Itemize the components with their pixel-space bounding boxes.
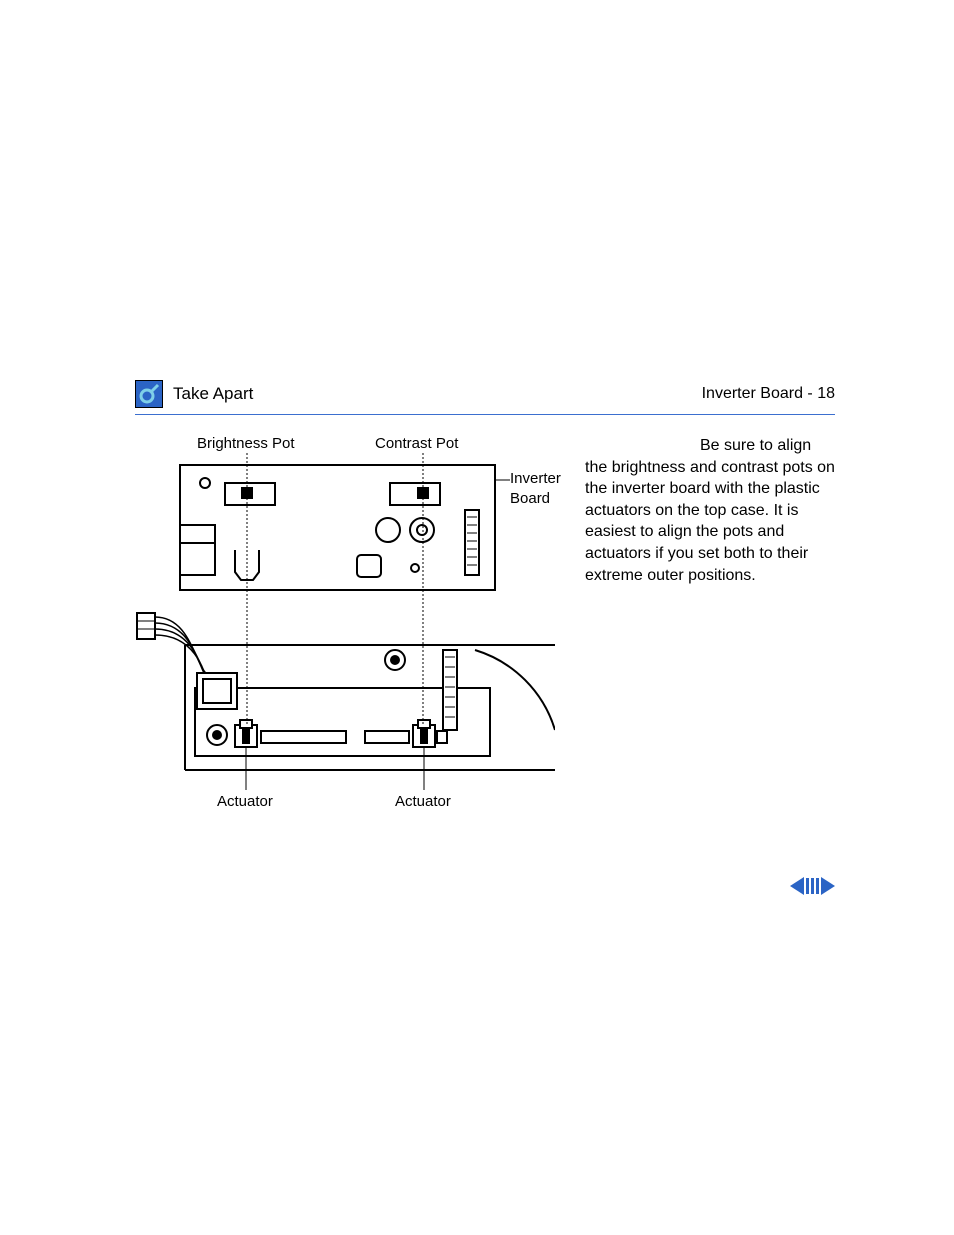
callout-actuator-left: Actuator [217,793,273,810]
diagram-column: Brightness Pot Contrast Pot Inverter Boa… [135,435,555,825]
manual-page: Take Apart Inverter Board - 18 Brightnes… [135,380,835,825]
page-label: Inverter Board - 18 [702,385,835,403]
prev-page-arrow-icon[interactable] [790,877,804,895]
header-rule [135,414,835,415]
body-paragraph: to align the brightness and contrast pot… [585,437,835,584]
inverter-board-diagram [135,435,555,825]
callout-actuator-right: Actuator [395,793,451,810]
page-nav-bars-icon[interactable] [806,878,819,894]
section-title: Take Apart [173,384,253,404]
take-apart-icon [135,380,163,408]
body-lead-in: Be sure [585,435,755,457]
header-left: Take Apart [135,380,253,408]
page-header: Take Apart Inverter Board - 18 [135,380,835,408]
body-text: Be sure to align the brightness and cont… [585,435,835,825]
next-page-arrow-icon[interactable] [821,877,835,895]
page-nav [790,877,835,895]
content-row: Brightness Pot Contrast Pot Inverter Boa… [135,435,835,825]
